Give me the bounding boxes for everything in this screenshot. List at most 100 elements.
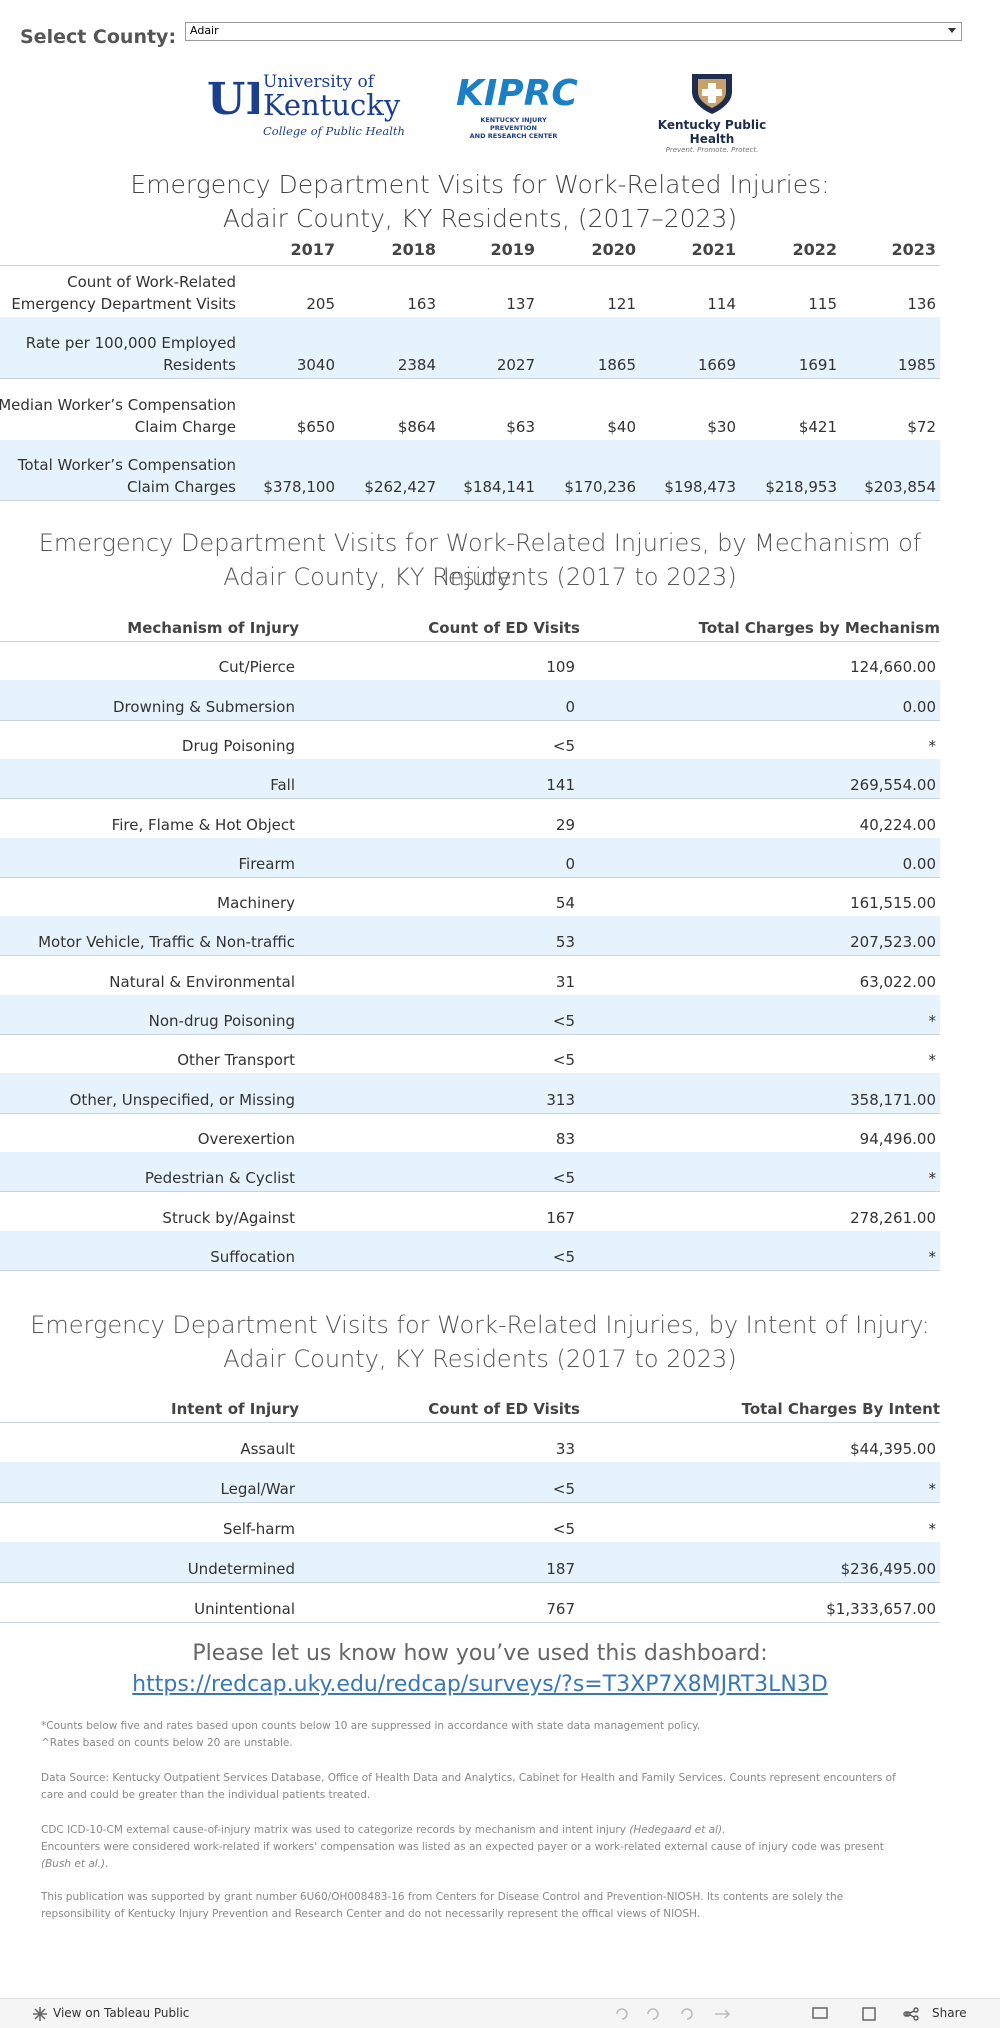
- row-value: 1985: [897, 356, 936, 374]
- year-header: 2020: [591, 240, 636, 259]
- row-cell: 94,496.00: [859, 1129, 936, 1148]
- year-header: 2018: [391, 240, 436, 259]
- note-suppression: *Counts below five and rates based upon …: [41, 1720, 701, 1732]
- row-cell: 0.00: [902, 854, 936, 873]
- tableau-icon: [33, 2007, 47, 2021]
- row-cell: <5: [552, 1480, 575, 1498]
- row-cell: Undetermined: [187, 1560, 295, 1578]
- row-cell: 40,224.00: [859, 815, 936, 834]
- row-value: $40: [607, 418, 636, 436]
- column-header: Mechanism of Injury: [127, 619, 299, 637]
- column-header: Total Charges by Mechanism: [698, 619, 940, 637]
- row-cell: 207,523.00: [850, 933, 936, 952]
- row-value: 163: [407, 295, 436, 313]
- row-line: [0, 378, 940, 379]
- row-line: [0, 1502, 940, 1503]
- row-cell: Overexertion: [197, 1129, 295, 1148]
- row-value: 3040: [296, 356, 335, 374]
- toolbar-icons: [616, 2007, 909, 2021]
- row-cell: 767: [546, 1600, 575, 1618]
- row-cell: Assault: [240, 1440, 295, 1458]
- row-label: Total Worker’s Compensation: [17, 456, 236, 474]
- notes-3: CDC ICD-10-CM external cause-of-injury m…: [41, 1822, 911, 1873]
- note-work-cite: (Bush et al.).: [41, 1858, 109, 1870]
- row-value: $218,953: [765, 478, 837, 496]
- row-line: [0, 1269, 940, 1271]
- row-value: $650: [296, 418, 335, 436]
- uk-logo: UK University of Kentucky College of Pub…: [207, 72, 407, 144]
- row-cell: 161,515.00: [850, 894, 936, 913]
- row-cell: 278,261.00: [850, 1208, 936, 1227]
- row-label: Claim Charge: [134, 418, 236, 436]
- row-cell: <5: [552, 1520, 575, 1538]
- row-cell: 313: [546, 1090, 575, 1109]
- row-band: [0, 1542, 940, 1582]
- row-value: $198,473: [664, 478, 736, 496]
- svg-text:UK: UK: [207, 74, 259, 120]
- row-cell: 31: [555, 972, 575, 991]
- share-button[interactable]: Share: [932, 2006, 967, 2020]
- row-cell: Suffocation: [210, 1247, 295, 1266]
- row-cell: 109: [546, 658, 575, 677]
- row-cell: $44,395.00: [850, 1440, 936, 1458]
- table-title: Emergency Department Visits for Work-Rel…: [30, 1311, 930, 1339]
- row-cell: Fall: [270, 776, 295, 795]
- row-value: 136: [907, 295, 936, 313]
- note-work: Encounters were considered work-related …: [41, 1841, 884, 1853]
- year-header: 2023: [891, 240, 936, 259]
- row-value: 115: [808, 295, 837, 313]
- row-label: Residents: [163, 356, 236, 374]
- note-unstable: ^Rates based on counts below 20 are unst…: [41, 1737, 293, 1749]
- toolbar: View on Tableau Public Share: [0, 1998, 1000, 2028]
- row-line: [0, 265, 940, 266]
- row-value: $72: [907, 418, 936, 436]
- row-cell: 0: [565, 697, 575, 716]
- row-cell: <5: [552, 1247, 575, 1266]
- row-cell: Other Transport: [177, 1051, 295, 1070]
- row-value: 137: [506, 295, 535, 313]
- kiprc-sub2: AND RESEARCH CENTER: [469, 132, 558, 140]
- row-cell: 358,171.00: [850, 1090, 936, 1109]
- notes-1: *Counts below five and rates based upon …: [41, 1718, 911, 1752]
- column-header: Total Charges By Intent: [741, 1400, 940, 1418]
- kiprc-sub1: KENTUCKY INJURY PREVENTION: [480, 116, 547, 132]
- row-value: $864: [397, 418, 436, 436]
- row-cell: <5: [552, 1051, 575, 1070]
- row-value: $30: [707, 418, 736, 436]
- view-on-tableau[interactable]: View on Tableau Public: [53, 2006, 190, 2020]
- row-cell: *: [928, 736, 937, 755]
- row-band: [0, 758, 940, 799]
- row-value: 205: [306, 295, 335, 313]
- row-value: $170,236: [564, 478, 636, 496]
- uk-line3: College of Public Health: [263, 124, 405, 138]
- row-cell: 54: [555, 894, 575, 913]
- note-matrix-wrap: CDC ICD-10-CM external cause-of-injury m…: [41, 1822, 911, 1839]
- row-line: [0, 1112, 940, 1114]
- kiprc-name: KIPRC: [456, 73, 578, 114]
- row-band: [0, 994, 940, 1034]
- table-title: Adair County, KY Residents (2017 to 2023…: [223, 563, 737, 591]
- feedback-link[interactable]: https://redcap.uky.edu/redcap/surveys/?s…: [132, 1672, 828, 1697]
- year-header: 2022: [792, 240, 837, 259]
- row-line: [0, 955, 940, 957]
- row-value: $203,854: [864, 478, 936, 496]
- row-value: 1691: [798, 356, 837, 374]
- note-funding: This publication was supported by grant …: [41, 1891, 844, 1920]
- row-cell: Fire, Flame & Hot Object: [111, 815, 295, 834]
- row-cell: 269,554.00: [850, 776, 936, 795]
- row-cell: Natural & Environmental: [109, 972, 295, 991]
- row-cell: <5: [552, 736, 575, 755]
- table-title: Emergency Department Visits for Work-Rel…: [130, 170, 830, 199]
- row-value: $63: [506, 418, 535, 436]
- row-value: 121: [607, 295, 636, 313]
- column-header: Intent of Injury: [171, 1400, 299, 1418]
- table-title: Adair County, KY Residents (2017 to 2023…: [223, 1345, 737, 1373]
- county-dropdown[interactable]: Adair: [185, 22, 962, 41]
- row-value: $378,100: [263, 478, 335, 496]
- table-title: Adair County, KY Residents, (2017–2023): [222, 204, 738, 233]
- row-line: [0, 1582, 940, 1583]
- row-cell: Drug Poisoning: [181, 736, 295, 755]
- year-header: 2021: [691, 240, 736, 259]
- dropdown-value: Adair: [190, 24, 219, 37]
- row-cell: Machinery: [217, 894, 295, 913]
